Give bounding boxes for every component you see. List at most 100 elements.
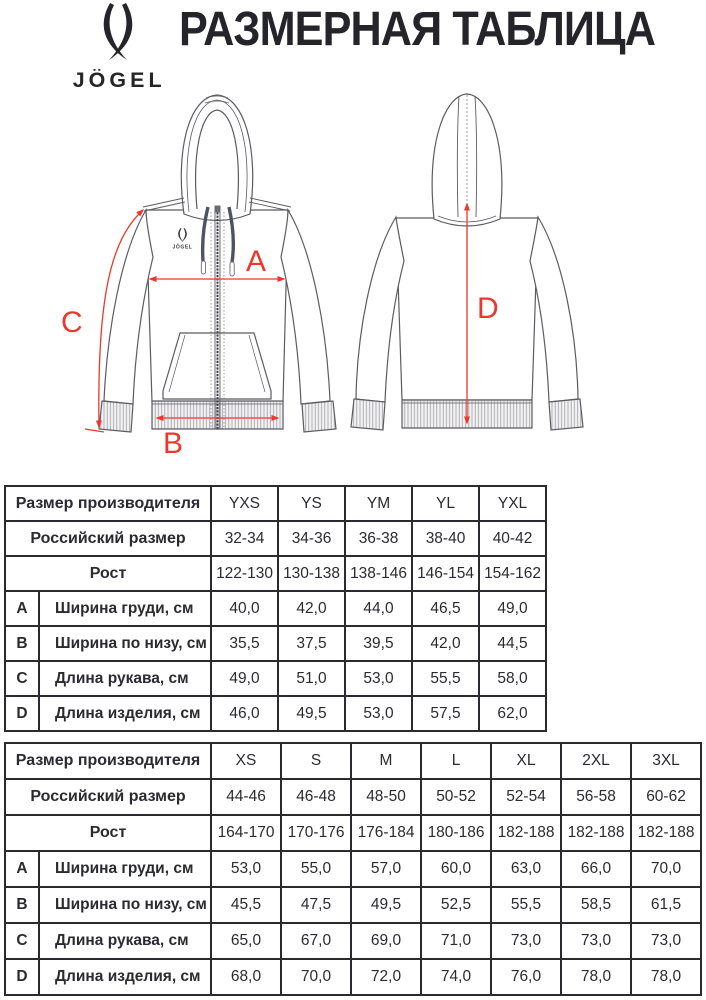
value-cell: 49,5	[277, 695, 347, 732]
brand-wordmark: JÖGEL	[72, 69, 166, 92]
back-sleeve-left	[355, 215, 405, 403]
size-cell: 154-162	[478, 555, 548, 592]
size-cell: L	[420, 742, 493, 780]
measure-row: C Длина рукава, см 65,0 67,0 69,0 71,0 7…	[4, 922, 703, 960]
measure-row: C Длина рукава, см 49,0 51,0 53,0 55,5 5…	[4, 660, 548, 697]
value-cell: 55,5	[411, 660, 481, 697]
measure-label: Ширина груди, см	[37, 850, 213, 888]
measure-letter: C	[4, 660, 40, 697]
size-cell: 56-58	[560, 778, 633, 816]
header-row: Размер производителя XS S M L XL 2XL 3XL	[3, 742, 703, 780]
size-table-adult: Размер производителя XS S M L XL 2XL 3XL…	[3, 742, 703, 996]
measure-label-d: D	[477, 292, 499, 325]
size-cell: M	[350, 742, 423, 780]
front-sleeve-right	[280, 207, 331, 405]
value-cell: 62,0	[478, 695, 548, 732]
brand-logo: JÖGEL	[58, 2, 178, 93]
measure-row: D Длина изделия, см 46,0 49,5 53,0 57,5 …	[4, 695, 548, 732]
value-cell: 55,5	[490, 886, 563, 924]
size-cell: 180-186	[420, 814, 493, 852]
value-cell: 60,0	[420, 850, 493, 888]
value-cell: 63,0	[490, 850, 563, 888]
value-cell: 42,0	[411, 625, 481, 662]
value-cell: 72,0	[350, 958, 423, 996]
measure-arrow-c	[84, 208, 145, 433]
measure-letter: D	[4, 958, 40, 996]
measure-label: Ширина груди, см	[37, 590, 213, 627]
value-cell: 69,0	[350, 922, 423, 960]
value-cell: 73,0	[560, 922, 633, 960]
value-cell: 73,0	[630, 922, 703, 960]
value-cell: 76,0	[490, 958, 563, 996]
front-cuff-right	[301, 400, 337, 433]
size-cell: 60-62	[630, 778, 703, 816]
front-zipper	[210, 205, 225, 429]
value-cell: 57,5	[411, 695, 481, 732]
size-cell: 170-176	[280, 814, 353, 852]
measure-letter: A	[4, 590, 40, 627]
value-cell: 58,0	[478, 660, 548, 697]
size-cell: 182-188	[630, 814, 703, 852]
size-cell: 176-184	[350, 814, 423, 852]
value-cell: 65,0	[210, 922, 283, 960]
size-cell: XL	[490, 742, 563, 780]
measure-row: A Ширина груди, см 53,0 55,0 57,0 60,0 6…	[4, 850, 703, 888]
value-cell: 58,5	[560, 886, 633, 924]
value-cell: 42,0	[277, 590, 347, 627]
size-cell: 40-42	[478, 520, 548, 557]
garment-chest-logo-text: JÖGEL	[173, 244, 193, 251]
measure-letter: B	[4, 625, 40, 662]
value-cell: 40,0	[210, 590, 280, 627]
measure-label: Длина рукава, см	[37, 922, 213, 960]
measure-label: Длина изделия, см	[37, 695, 213, 732]
measure-label: Длина изделия, см	[37, 958, 213, 996]
value-cell: 44,5	[478, 625, 548, 662]
size-cell: 46-48	[280, 778, 353, 816]
measure-letter: D	[4, 695, 40, 732]
size-cell: YXL	[478, 485, 548, 522]
value-cell: 70,0	[630, 850, 703, 888]
size-cell: 52-54	[490, 778, 563, 816]
header-row: Российский размер 32-34 34-36 36-38 38-4…	[3, 520, 548, 557]
value-cell: 53,0	[344, 695, 414, 732]
size-cell: 34-36	[277, 520, 347, 557]
header-row: Российский размер 44-46 46-48 48-50 50-5…	[3, 778, 703, 816]
measure-label: Ширина по низу, см	[37, 886, 213, 924]
size-cell: 182-188	[490, 814, 563, 852]
size-cell: 3XL	[630, 742, 703, 780]
value-cell: 37,5	[277, 625, 347, 662]
measure-row: B Ширина по низу, см 45,5 47,5 49,5 52,5…	[4, 886, 703, 924]
shoulder-stripe-left	[142, 197, 186, 212]
front-sleeve-left	[103, 207, 154, 405]
measure-row: A Ширина груди, см 40,0 42,0 44,0 46,5 4…	[4, 590, 548, 627]
size-table-youth: Размер производителя YXS YS YM YL YXL Ро…	[3, 485, 548, 732]
row-label: Рост	[3, 814, 213, 852]
measure-label: Ширина по низу, см	[37, 625, 213, 662]
value-cell: 44,0	[344, 590, 414, 627]
value-cell: 45,5	[210, 886, 283, 924]
measure-row: D Длина изделия, см 68,0 70,0 72,0 74,0 …	[4, 958, 703, 996]
size-cell: 146-154	[411, 555, 481, 592]
header-row: Рост 122-130 130-138 138-146 146-154 154…	[3, 555, 548, 592]
size-cell: 36-38	[344, 520, 414, 557]
row-label: Размер производителя	[3, 485, 213, 522]
value-cell: 70,0	[280, 958, 353, 996]
garment-diagram: JÖGEL	[61, 93, 584, 460]
back-sleeve-right	[529, 215, 579, 403]
value-cell: 66,0	[560, 850, 633, 888]
value-cell: 47,5	[280, 886, 353, 924]
measure-label-a: A	[246, 245, 266, 278]
value-cell: 35,5	[210, 625, 280, 662]
measure-label-c: C	[61, 306, 83, 339]
size-cell: 44-46	[210, 778, 283, 816]
value-cell: 57,0	[350, 850, 423, 888]
shoulder-stripe-right	[248, 197, 292, 212]
header-row: Рост 164-170 170-176 176-184 180-186 182…	[3, 814, 703, 852]
measure-row: B Ширина по низу, см 35,5 37,5 39,5 42,0…	[4, 625, 548, 662]
value-cell: 52,5	[420, 886, 493, 924]
header-row: Размер производителя YXS YS YM YL YXL	[3, 485, 548, 522]
size-cell: 122-130	[210, 555, 280, 592]
value-cell: 78,0	[630, 958, 703, 996]
measure-label: Длина рукава, см	[37, 660, 213, 697]
